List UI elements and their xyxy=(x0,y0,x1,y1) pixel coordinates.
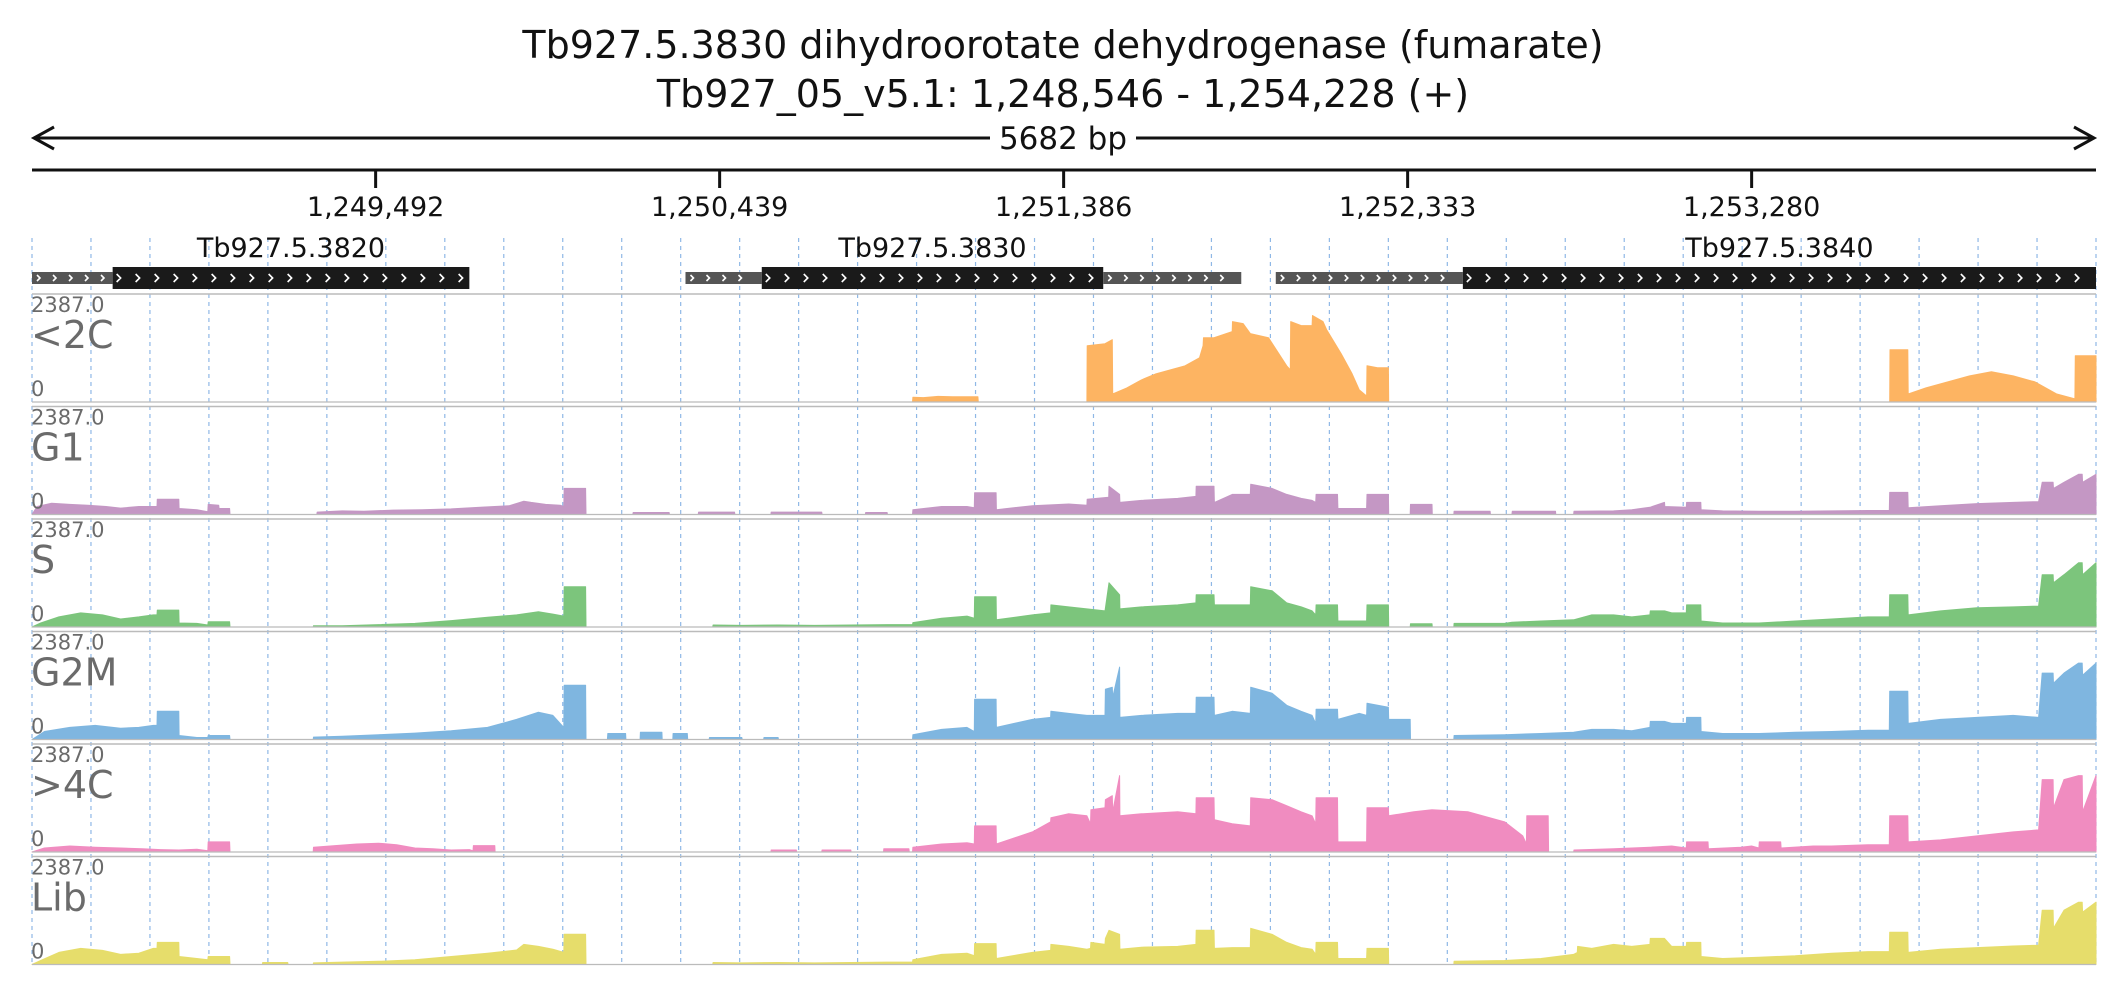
x-tick-label-4: 1,253,280 xyxy=(1683,192,1820,223)
track-label-1: G1 xyxy=(31,426,85,470)
x-tick-label-0: 1,249,492 xyxy=(307,192,444,223)
gene-utr5 xyxy=(685,272,762,284)
span-indicator: 5682 bp xyxy=(30,118,2098,158)
gene-2: Tb927.5.3840 xyxy=(1275,233,2096,289)
span-arrow-left xyxy=(30,125,55,151)
track-1: 2387.0 0 G1 xyxy=(31,406,2097,516)
y-max-label-5: 2387.0 xyxy=(31,856,104,880)
track-label-0: <2C xyxy=(31,313,114,357)
y-max-label-3: 2387.0 xyxy=(31,631,104,655)
track-label-5: Lib xyxy=(31,876,87,920)
coverage-area-5 xyxy=(31,901,2097,965)
y-min-label-0: 0 xyxy=(31,377,44,401)
chart-subtitle: Tb927_05_v5.1: 1,248,546 - 1,254,228 (+) xyxy=(656,72,1469,116)
y-min-label-1: 0 xyxy=(31,490,44,514)
strand-arrows xyxy=(1466,273,2080,283)
coverage-area-4 xyxy=(31,775,2097,853)
strand-arrows xyxy=(689,274,743,282)
span-label-bg xyxy=(990,118,1136,158)
gene-label-0: Tb927.5.3820 xyxy=(196,233,385,264)
coverage-area-3 xyxy=(31,662,2097,740)
gene-utr5 xyxy=(1275,272,1463,284)
track-label-4: >4C xyxy=(31,763,114,807)
strand-arrows xyxy=(1280,274,1445,282)
track-4: 2387.0 0 >4C xyxy=(31,743,2097,853)
gene-cds xyxy=(761,267,1104,289)
strand-arrows xyxy=(765,273,1094,283)
track-label-2: S xyxy=(31,538,55,582)
y-max-label-2: 2387.0 xyxy=(31,518,104,542)
x-tick-label-1: 1,250,439 xyxy=(651,192,788,223)
track-0: 2387.0 0 <2C xyxy=(31,293,2097,403)
coverage-tracks: 2387.00<2C2387.00G12387.00S2387.00G2M238… xyxy=(31,293,2097,966)
track-3: 2387.0 0 G2M xyxy=(31,631,2097,741)
span-label: 5682 bp xyxy=(999,121,1127,157)
coordinate-axis-ticks: 1,249,492 1,250,439 1,251,386 1,252,333 1,25… xyxy=(307,170,1820,223)
gene-models: Tb927.5.3820 Tb927.5.3830 Tb927.5.3840 xyxy=(32,233,2096,289)
gridlines xyxy=(31,238,2097,965)
gene-label-1: Tb927.5.3830 xyxy=(837,233,1026,264)
track-label-3: G2M xyxy=(31,651,117,695)
y-max-label-1: 2387.0 xyxy=(31,406,104,430)
y-min-label-3: 0 xyxy=(31,715,44,739)
coverage-area-0 xyxy=(912,315,2097,403)
gene-utr3 xyxy=(1103,272,1242,284)
span-arrow-right xyxy=(2073,125,2098,151)
coverage-area-2 xyxy=(31,562,2097,628)
y-min-label-4: 0 xyxy=(31,827,44,851)
chart-title: Tb927.5.3830 dihydroorotate dehydrogenas… xyxy=(521,23,1603,67)
x-tick-label-3: 1,252,333 xyxy=(1339,192,1476,223)
y-min-label-2: 0 xyxy=(31,602,44,626)
track-5: 2387.0 0 Lib xyxy=(31,856,2097,966)
y-min-label-5: 0 xyxy=(31,940,44,964)
gene-label-2: Tb927.5.3840 xyxy=(1684,233,1873,264)
track-2: 2387.0 0 S xyxy=(31,518,2097,628)
strand-arrows xyxy=(1107,274,1225,282)
gene-cds xyxy=(1462,267,2096,289)
gene-1: Tb927.5.3830 xyxy=(685,233,1242,289)
coverage-area-1 xyxy=(31,473,2097,515)
gene-0: Tb927.5.3820 xyxy=(32,233,470,289)
x-tick-label-2: 1,251,386 xyxy=(995,192,1132,223)
strand-arrows xyxy=(36,274,106,282)
strand-arrows xyxy=(116,273,464,283)
y-max-label-4: 2387.0 xyxy=(31,743,104,767)
y-max-label-0: 2387.0 xyxy=(31,293,104,317)
